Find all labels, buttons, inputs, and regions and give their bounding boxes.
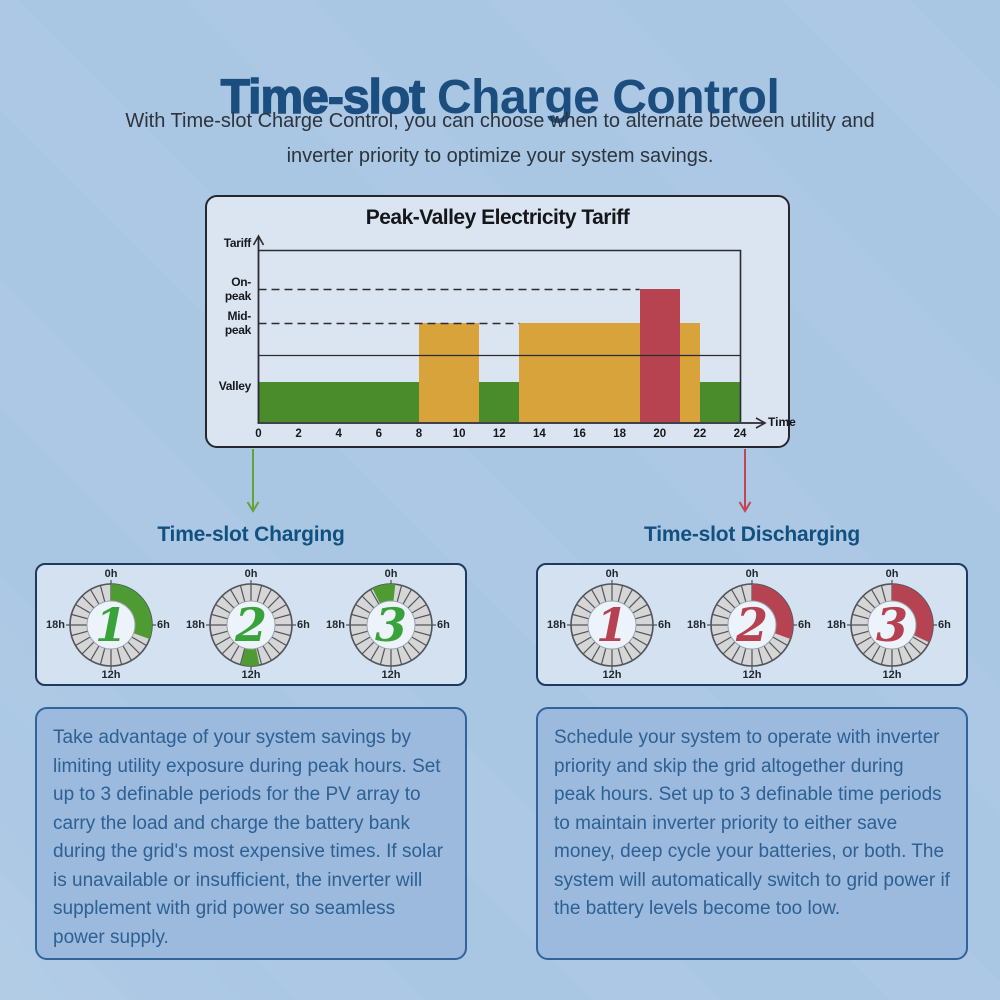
clock-hour-label-0h: 0h xyxy=(384,568,398,580)
x-tick-20: 20 xyxy=(653,428,667,440)
x-tick-4: 4 xyxy=(335,428,342,440)
clock-hour-label-6h: 6h xyxy=(157,619,170,631)
chart-title: Peak-Valley Electricity Tariff xyxy=(365,206,630,229)
discharging-clocks-panel: 0h 6h 12h 18h 1 0h 6h 12h 18h 2 0h 6h 12h 18h 3 xyxy=(536,563,968,686)
clock-hour-label-6h: 6h xyxy=(658,619,671,631)
discharging-clock-3: 0h 6h 12h 18h 3 xyxy=(822,565,962,684)
y-label-tariff: Tariff xyxy=(223,236,252,250)
x-tick-14: 14 xyxy=(532,428,546,440)
charging-time-slot-arc-2 xyxy=(241,648,260,666)
tariff-chart-panel: Peak-Valley Electricity Tariff Tariff On-… xyxy=(205,195,796,448)
y-label-valley: Valley xyxy=(218,379,252,393)
x-tick-8: 8 xyxy=(415,428,423,440)
charging-clock-number-3: 3 xyxy=(375,598,407,652)
x-tick-6: 6 xyxy=(375,428,383,440)
page-title-emphasis: Time-slot xyxy=(220,70,426,125)
clock-hour-label-18h: 18h xyxy=(547,619,566,631)
x-tick-24: 24 xyxy=(733,428,747,440)
discharging-description: Schedule your system to operate with inv… xyxy=(536,707,968,960)
tariff-bar-on-peak-19h-21h xyxy=(639,289,680,422)
clock-hour-label-12h: 12h xyxy=(602,669,622,681)
discharging-clock-2: 0h 6h 12h 18h 2 xyxy=(682,565,822,684)
discharging-clock-dial-2: 2 xyxy=(707,580,797,670)
clock-hour-label-18h: 18h xyxy=(46,619,65,631)
discharging-time-slot-arc-2 xyxy=(751,584,793,640)
charging-heading: Time-slot Charging xyxy=(157,523,345,546)
charging-clock-dial-1: 1 xyxy=(66,580,156,670)
clock-hour-label-0h: 0h xyxy=(605,568,619,580)
discharging-clock-number-2: 2 xyxy=(735,598,768,652)
discharging-clock-dial-3: 3 xyxy=(847,580,937,670)
page-subtitle: With Time-slot Charge Control, you can c… xyxy=(80,104,920,174)
x-axis-label: Time xyxy=(768,415,796,429)
y-label-mid-peak: Mid-peak xyxy=(224,309,251,337)
clock-hour-label-18h: 18h xyxy=(186,619,205,631)
clock-hour-label-18h: 18h xyxy=(827,619,846,631)
x-tick-18: 18 xyxy=(613,428,627,440)
tariff-bar-mid-peak-13h-19h xyxy=(519,323,640,422)
tariff-bar-mid-peak-8h-11h xyxy=(419,323,480,422)
discharging-time-slot-arc-3 xyxy=(891,584,933,643)
charging-clock-number-1: 1 xyxy=(95,598,127,652)
charging-clock-1: 0h 6h 12h 18h 1 xyxy=(41,565,181,684)
charging-description: Take advantage of your system savings by… xyxy=(35,707,467,960)
charging-clock-2: 0h 6h 12h 18h 2 xyxy=(181,565,321,684)
x-tick-16: 16 xyxy=(573,428,586,440)
clock-hour-label-12h: 12h xyxy=(101,669,121,681)
clock-hour-label-0h: 0h xyxy=(745,568,759,580)
clock-hour-label-0h: 0h xyxy=(244,568,258,580)
clock-hour-label-18h: 18h xyxy=(326,619,345,631)
subtitle-line-2: inverter priority to optimize your syste… xyxy=(286,145,714,167)
y-label-on-peak: On-peak xyxy=(224,275,251,303)
x-tick-10: 10 xyxy=(452,428,466,440)
clock-hour-label-6h: 6h xyxy=(798,619,811,631)
charging-clocks-panel: 0h 6h 12h 18h 1 0h 6h 12h 18h 2 0h 6h 12h 18h 3 xyxy=(35,563,467,686)
tariff-bar-valley-0h-8h xyxy=(258,382,419,422)
clock-hour-label-0h: 0h xyxy=(104,568,118,580)
page-title: Time-slot Charge Control xyxy=(0,70,1000,125)
x-tick-12: 12 xyxy=(492,428,506,440)
charging-arrow-icon xyxy=(246,449,260,513)
subtitle-line-1: With Time-slot Charge Control, you can c… xyxy=(125,110,875,132)
clock-hour-label-12h: 12h xyxy=(882,669,902,681)
charging-clock-dial-2: 2 xyxy=(206,580,296,670)
clock-hour-label-12h: 12h xyxy=(381,669,401,681)
discharging-heading: Time-slot Discharging xyxy=(644,523,860,546)
charging-clock-number-2: 2 xyxy=(234,598,267,652)
charging-time-slot-arc-3 xyxy=(372,584,396,604)
x-tick-22: 22 xyxy=(693,428,707,440)
clock-hour-label-18h: 18h xyxy=(687,619,706,631)
tariff-bar-mid-peak-21h-22h xyxy=(679,323,700,422)
clock-hour-label-0h: 0h xyxy=(885,568,899,580)
clock-hour-label-6h: 6h xyxy=(297,619,310,631)
discharging-clock-dial-1: 1 xyxy=(567,580,657,670)
clock-hour-label-6h: 6h xyxy=(437,619,450,631)
clock-hour-label-6h: 6h xyxy=(938,619,951,631)
charging-time-slot-arc-1 xyxy=(110,584,152,640)
discharging-arrow-icon xyxy=(738,449,752,513)
charging-clock-dial-3: 3 xyxy=(346,580,436,670)
clock-hour-label-12h: 12h xyxy=(742,669,762,681)
discharging-clock-number-1: 1 xyxy=(596,598,628,652)
charging-clock-3: 0h 6h 12h 18h 3 xyxy=(321,565,461,684)
tariff-bar-valley-22h-24h xyxy=(699,382,740,422)
discharging-clock-1: 0h 6h 12h 18h 1 xyxy=(542,565,682,684)
clock-hour-label-12h: 12h xyxy=(241,669,261,681)
x-tick-2: 2 xyxy=(295,428,302,440)
x-tick-0: 0 xyxy=(255,428,262,440)
discharging-clock-number-3: 3 xyxy=(876,598,908,652)
page-title-rest: Charge Control xyxy=(424,71,780,125)
tariff-bar-valley-11h-13h xyxy=(479,382,520,422)
